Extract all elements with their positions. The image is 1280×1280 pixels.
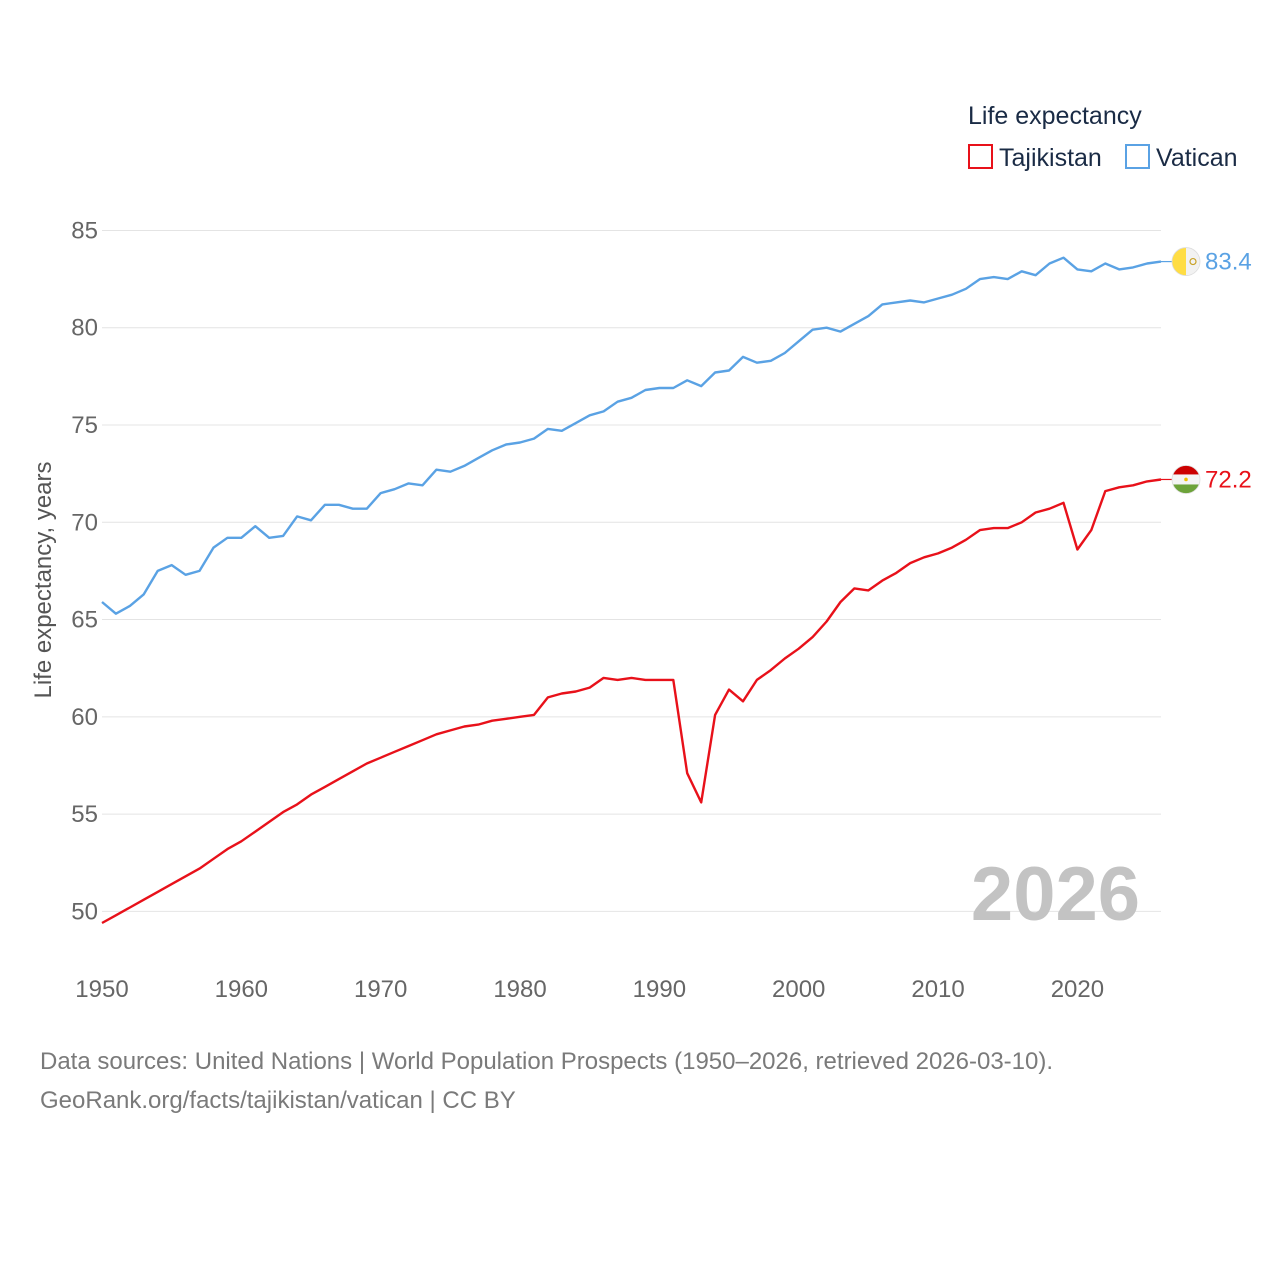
end-value-label-tajikistan: 72.2 [1205, 466, 1252, 493]
x-tick-label: 1950 [75, 976, 128, 1003]
series-line-vatican[interactable] [101, 256, 1162, 615]
x-tick-label: 2000 [772, 976, 825, 1003]
data-source-note: Data sources: United Nations | World Pop… [40, 1048, 1054, 1075]
footer: Data sources: United Nations | World Pop… [40, 1042, 1053, 1120]
y-tick-label: 65 [71, 607, 98, 634]
y-tick-label: 70 [71, 509, 98, 536]
flag-icon-vatican [1171, 247, 1201, 276]
y-tick-label: 50 [71, 898, 98, 925]
flag-icon-tajikistan [1171, 465, 1201, 494]
y-tick-label: 55 [71, 801, 98, 828]
x-tick-label: 1980 [493, 976, 546, 1003]
end-value-label-vatican: 83.4 [1205, 249, 1252, 276]
x-axis-ticks: 1950 1960 1970 1980 1990 2000 2010 2020 [75, 976, 1104, 1003]
legend-label-tajikistan: Tajikistan [999, 144, 1102, 172]
x-tick-label: 2010 [911, 976, 964, 1003]
legend-title: Life expectancy [968, 102, 1142, 130]
series-end-markers: 72.2 83.4 [1161, 247, 1252, 494]
y-tick-label: 60 [71, 704, 98, 731]
life-expectancy-chart: 50 55 60 65 70 75 80 85 1950 1960 1970 1980 1990 200… [30, 102, 1252, 1003]
legend: Life expectancy Tajikistan Vatican [968, 102, 1238, 172]
legend-item-vatican[interactable]: Vatican [1125, 144, 1238, 172]
legend-swatch-tajikistan [968, 144, 993, 169]
y-axis-title: Life expectancy, years [30, 461, 57, 698]
x-tick-label: 1960 [215, 976, 268, 1003]
x-tick-label: 2020 [1051, 976, 1104, 1003]
y-tick-label: 80 [71, 315, 98, 342]
year-watermark: 2026 [971, 852, 1140, 937]
legend-label-vatican: Vatican [1156, 144, 1238, 172]
y-tick-label: 85 [71, 217, 98, 244]
x-tick-label: 1970 [354, 976, 407, 1003]
x-tick-label: 1990 [633, 976, 686, 1003]
series-line-tajikistan[interactable] [101, 478, 1162, 925]
legend-swatch-vatican [1125, 144, 1150, 169]
gridlines [102, 229, 1161, 912]
y-tick-label: 75 [71, 412, 98, 439]
legend-item-tajikistan[interactable]: Tajikistan [968, 144, 1102, 172]
y-axis-ticks: 50 55 60 65 70 75 80 85 [71, 217, 98, 925]
series-lines [101, 256, 1162, 925]
source-link[interactable]: GeoRank.org/facts/tajikistan/vatican | C… [40, 1087, 516, 1114]
